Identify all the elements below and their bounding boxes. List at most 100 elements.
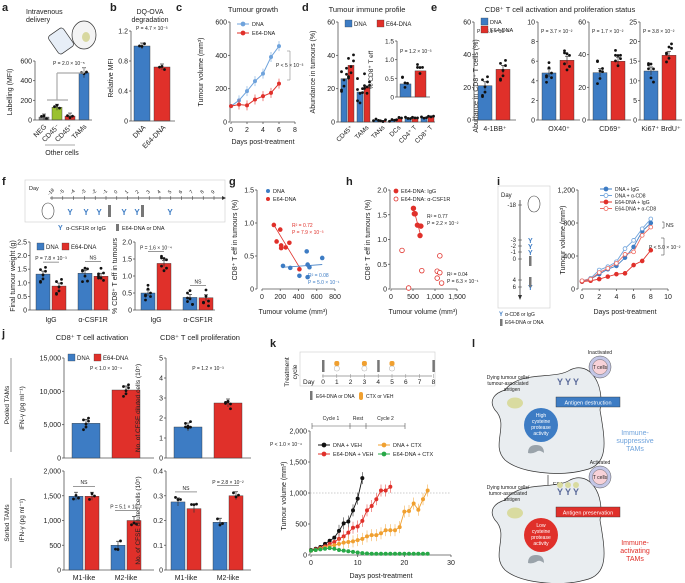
data-point bbox=[337, 548, 341, 553]
data-point bbox=[341, 548, 346, 553]
data-point bbox=[160, 264, 163, 268]
mhc-receptor-icon: Y bbox=[565, 377, 571, 387]
data-point bbox=[421, 497, 425, 502]
bar bbox=[661, 55, 677, 121]
panel-j-title: CD8⁺ T cell proliferation bbox=[160, 333, 240, 342]
data-point bbox=[229, 402, 232, 406]
group-label: Other cells bbox=[45, 150, 79, 157]
y-axis-title: CD8⁺ T eff in tumours (%) bbox=[232, 200, 239, 281]
data-point bbox=[379, 531, 383, 536]
y-tick-label: 400 bbox=[563, 254, 575, 261]
x-tick-label: 600 bbox=[311, 294, 323, 301]
data-point bbox=[411, 551, 416, 556]
schedule-legend: α-CSF1R or IgG bbox=[66, 226, 106, 232]
timeline-day: 7 bbox=[189, 189, 195, 195]
y-tick-label: 0.3 bbox=[153, 493, 163, 500]
schedule-day-label: Day bbox=[303, 379, 315, 386]
p-value: P = 7.8 × 10⁻³ bbox=[35, 256, 67, 262]
legend-label: DNA bbox=[77, 356, 90, 362]
data-point bbox=[596, 60, 599, 63]
x-tick-label: 20 bbox=[400, 560, 408, 567]
antigen-label: antigen bbox=[504, 387, 521, 393]
data-point bbox=[39, 268, 42, 272]
bar-DNA bbox=[77, 273, 93, 311]
data-point bbox=[55, 291, 58, 295]
data-point bbox=[57, 285, 61, 289]
panel-c-title: Tumour growth bbox=[228, 5, 278, 14]
data-point bbox=[416, 551, 421, 556]
data-point bbox=[379, 119, 382, 123]
data-point bbox=[84, 425, 88, 429]
data-point bbox=[547, 61, 551, 65]
data-point bbox=[176, 498, 180, 501]
mhc-receptor-icon: Y bbox=[565, 487, 571, 497]
data-point bbox=[368, 80, 371, 84]
y-tick-label: 500 bbox=[295, 522, 307, 529]
data-point bbox=[406, 81, 409, 85]
panel-label-g: g bbox=[229, 176, 236, 188]
data-point bbox=[425, 488, 430, 493]
legend-label: E64-DNA bbox=[71, 245, 96, 251]
data-point bbox=[97, 276, 100, 280]
data-point bbox=[614, 271, 619, 277]
data-point bbox=[83, 274, 87, 278]
data-point bbox=[614, 59, 617, 63]
schedule-box bbox=[24, 179, 226, 223]
data-point bbox=[420, 115, 423, 119]
y-tick-label: 20 bbox=[327, 86, 335, 93]
bar-E64-DNA bbox=[186, 508, 202, 571]
legend-label: DNA + CTX bbox=[393, 443, 422, 449]
x-tick-label: 800 bbox=[329, 294, 341, 301]
legend-label: E64-DNA + IgG bbox=[615, 200, 650, 206]
t-cell-state-label: Activated bbox=[590, 460, 611, 466]
y-tick-label: 0.5 bbox=[17, 294, 27, 301]
panel-d: Tumour immune profile 0 20 40 60 Abundance in… bbox=[310, 5, 435, 145]
y-tick-label: 20 bbox=[463, 85, 471, 92]
data-point bbox=[421, 66, 424, 69]
data-point bbox=[158, 65, 161, 69]
data-point bbox=[149, 291, 152, 295]
y-tick-label: 60 bbox=[578, 20, 586, 27]
data-point bbox=[146, 283, 150, 287]
data-point bbox=[399, 247, 405, 254]
data-point bbox=[568, 53, 571, 57]
bar-DNA bbox=[71, 423, 101, 459]
x-tick-label: 0 bbox=[260, 294, 264, 301]
timeline-day: 8 bbox=[199, 189, 205, 195]
x-tick-label: 30 bbox=[447, 560, 455, 567]
x-axis-title: Days post-treatment bbox=[593, 309, 656, 316]
y-tick-label: 40 bbox=[327, 53, 335, 60]
data-point bbox=[352, 59, 355, 63]
data-point bbox=[162, 257, 166, 260]
ns-label: NS bbox=[183, 486, 191, 492]
data-point bbox=[90, 492, 94, 496]
timeline-day: 2 bbox=[135, 189, 141, 195]
y-tick-label: 0.5 bbox=[244, 254, 254, 261]
data-point bbox=[165, 266, 168, 270]
mouse-organ-icon bbox=[82, 32, 90, 42]
y-tick-label: 15,000 bbox=[40, 356, 62, 363]
data-point bbox=[365, 508, 369, 513]
data-point bbox=[379, 551, 383, 556]
data-point bbox=[369, 533, 374, 538]
mhc-receptor-icon: Y bbox=[573, 487, 579, 497]
p-value: P = 1.7 × 10⁻² bbox=[592, 29, 624, 35]
data-point bbox=[297, 266, 302, 272]
data-point bbox=[77, 496, 80, 500]
data-point bbox=[550, 71, 553, 75]
data-point bbox=[504, 64, 507, 67]
y-tick-label: 0.2 bbox=[153, 518, 163, 525]
y-tick-label: 0.5 bbox=[377, 262, 387, 269]
bar-E64-DNA bbox=[111, 389, 141, 459]
syringe-icon bbox=[48, 27, 74, 55]
capsule-icon bbox=[334, 361, 340, 366]
data-point bbox=[135, 522, 138, 526]
data-point bbox=[313, 548, 318, 553]
panel-label-k: k bbox=[270, 338, 277, 350]
data-point bbox=[605, 274, 611, 279]
data-point bbox=[88, 497, 91, 501]
data-point bbox=[351, 539, 355, 544]
mhc-receptor-icon: Y bbox=[573, 377, 579, 387]
data-point bbox=[360, 536, 365, 541]
y-axis-title: IFN-γ (pg ml⁻¹) bbox=[19, 499, 26, 543]
